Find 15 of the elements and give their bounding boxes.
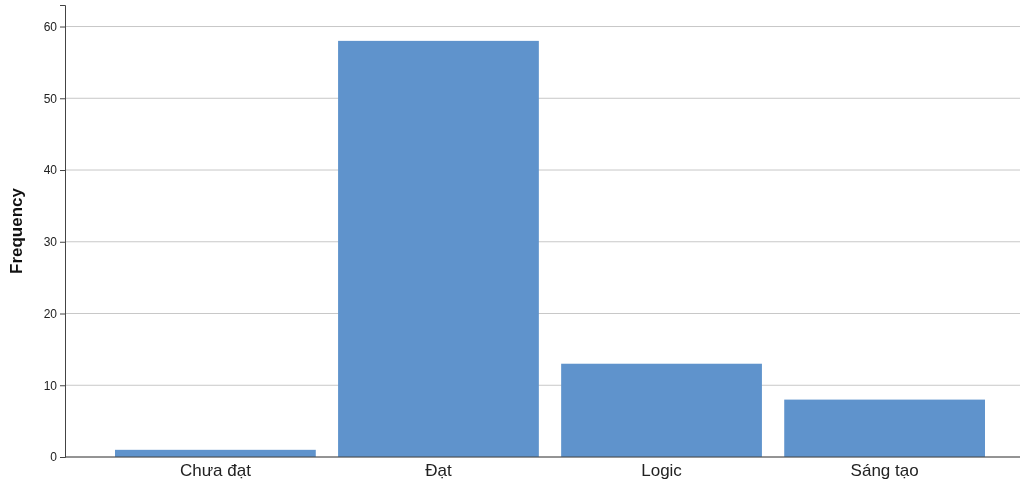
- x-tick-label: Đạt: [425, 461, 452, 481]
- y-tick-label: 10: [43, 378, 58, 393]
- y-tick-label: 40: [43, 163, 58, 178]
- x-tick-label: Chưa đạt: [179, 461, 252, 481]
- bar: [561, 363, 762, 457]
- y-tick-label: 20: [43, 306, 58, 321]
- x-tick-label: Sáng tạo: [850, 461, 919, 481]
- y-tick-label: 30: [43, 235, 58, 250]
- x-tick-label: Logic: [641, 461, 683, 481]
- y-tick-label: 0: [50, 450, 58, 465]
- bar: [338, 40, 539, 457]
- y-axis-title: Frequency: [7, 187, 26, 274]
- y-tick-label: 60: [43, 19, 58, 34]
- y-tick-label: 50: [43, 91, 58, 106]
- bar: [784, 399, 985, 457]
